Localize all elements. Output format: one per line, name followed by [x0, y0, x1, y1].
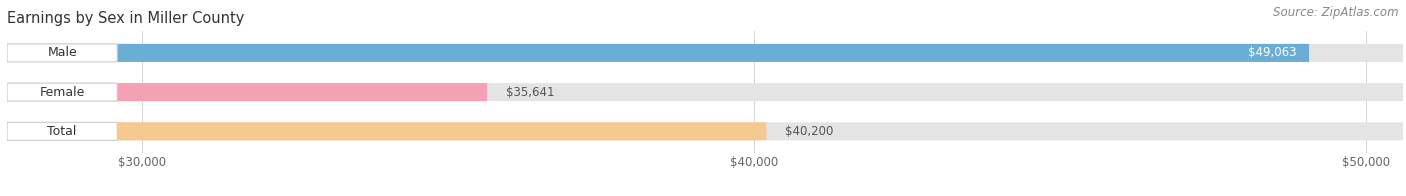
- Text: $35,641: $35,641: [506, 86, 554, 99]
- FancyBboxPatch shape: [7, 83, 1403, 101]
- FancyBboxPatch shape: [7, 83, 117, 101]
- FancyBboxPatch shape: [7, 44, 1403, 62]
- FancyBboxPatch shape: [7, 122, 117, 140]
- Text: Female: Female: [39, 86, 84, 99]
- Text: $40,200: $40,200: [785, 125, 834, 138]
- Text: Male: Male: [48, 46, 77, 59]
- Text: Source: ZipAtlas.com: Source: ZipAtlas.com: [1274, 6, 1399, 19]
- Text: $49,063: $49,063: [1249, 46, 1296, 59]
- FancyBboxPatch shape: [7, 83, 486, 101]
- FancyBboxPatch shape: [7, 122, 766, 140]
- FancyBboxPatch shape: [7, 44, 1309, 62]
- FancyBboxPatch shape: [7, 122, 1403, 140]
- Text: Total: Total: [48, 125, 77, 138]
- FancyBboxPatch shape: [7, 44, 117, 62]
- Text: Earnings by Sex in Miller County: Earnings by Sex in Miller County: [7, 11, 245, 26]
